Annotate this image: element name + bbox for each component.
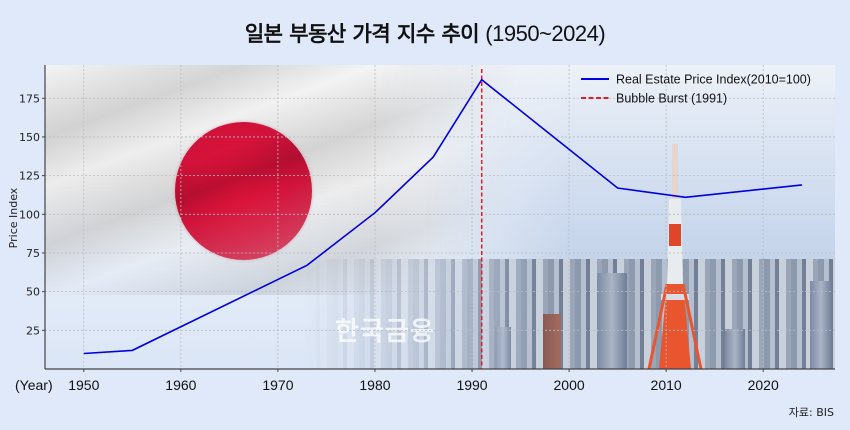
tokyo-tower-image — [647, 144, 703, 369]
grid-lines — [45, 65, 835, 369]
building — [495, 327, 511, 369]
x-tick-label: 1970 — [262, 377, 293, 393]
watermark-text: 한국금융 — [335, 317, 435, 347]
price-index-line — [83, 78, 803, 355]
city-skyline-background — [305, 259, 835, 369]
x-axis-label: (Year) — [15, 377, 53, 393]
flag-red-sun — [175, 122, 312, 260]
building — [725, 329, 745, 369]
legend-label-price-index: Real Estate Price Index(2010=100) — [616, 73, 811, 87]
x-tick-label: 2020 — [748, 377, 779, 393]
x-tick-label: 2010 — [651, 377, 682, 393]
chart-title-korean: 일본 부동산 가격 지수 추이 — [244, 22, 480, 46]
y-axis-label: Price Index — [7, 187, 20, 248]
axes — [44, 65, 835, 370]
plot-area: 한국금융 — [45, 65, 835, 369]
x-tick-label: 1950 — [68, 377, 99, 393]
legend: Real Estate Price Index(2010=100) Bubble… — [581, 73, 811, 106]
legend-label-bubble-burst: Bubble Burst (1991) — [616, 92, 727, 106]
y-tick-label: 75 — [26, 247, 40, 260]
x-tick-label: 2000 — [554, 377, 585, 393]
x-axis-ticks: 1950 1960 1970 1980 1990 2000 2010 2020 — [68, 369, 779, 393]
y-tick-label: 25 — [26, 324, 40, 337]
chart-title-range: (1950~2024) — [485, 21, 606, 46]
skyscraper-building — [597, 273, 627, 369]
y-tick-label: 125 — [19, 170, 40, 183]
y-tick-label: 150 — [19, 131, 40, 144]
y-axis-ticks: 25 50 75 100 125 150 175 — [19, 92, 45, 337]
x-tick-label: 1980 — [359, 377, 390, 393]
x-tick-label: 1990 — [456, 377, 487, 393]
y-tick-label: 50 — [26, 286, 40, 299]
chart-title: 일본 부동산 가격 지수 추이 (1950~2024) — [0, 18, 850, 48]
building — [543, 314, 561, 369]
y-tick-label: 100 — [19, 208, 40, 221]
building — [810, 281, 832, 369]
y-tick-label: 175 — [19, 92, 40, 105]
source-note: 자료: BIS — [788, 406, 834, 419]
x-tick-label: 1960 — [165, 377, 196, 393]
